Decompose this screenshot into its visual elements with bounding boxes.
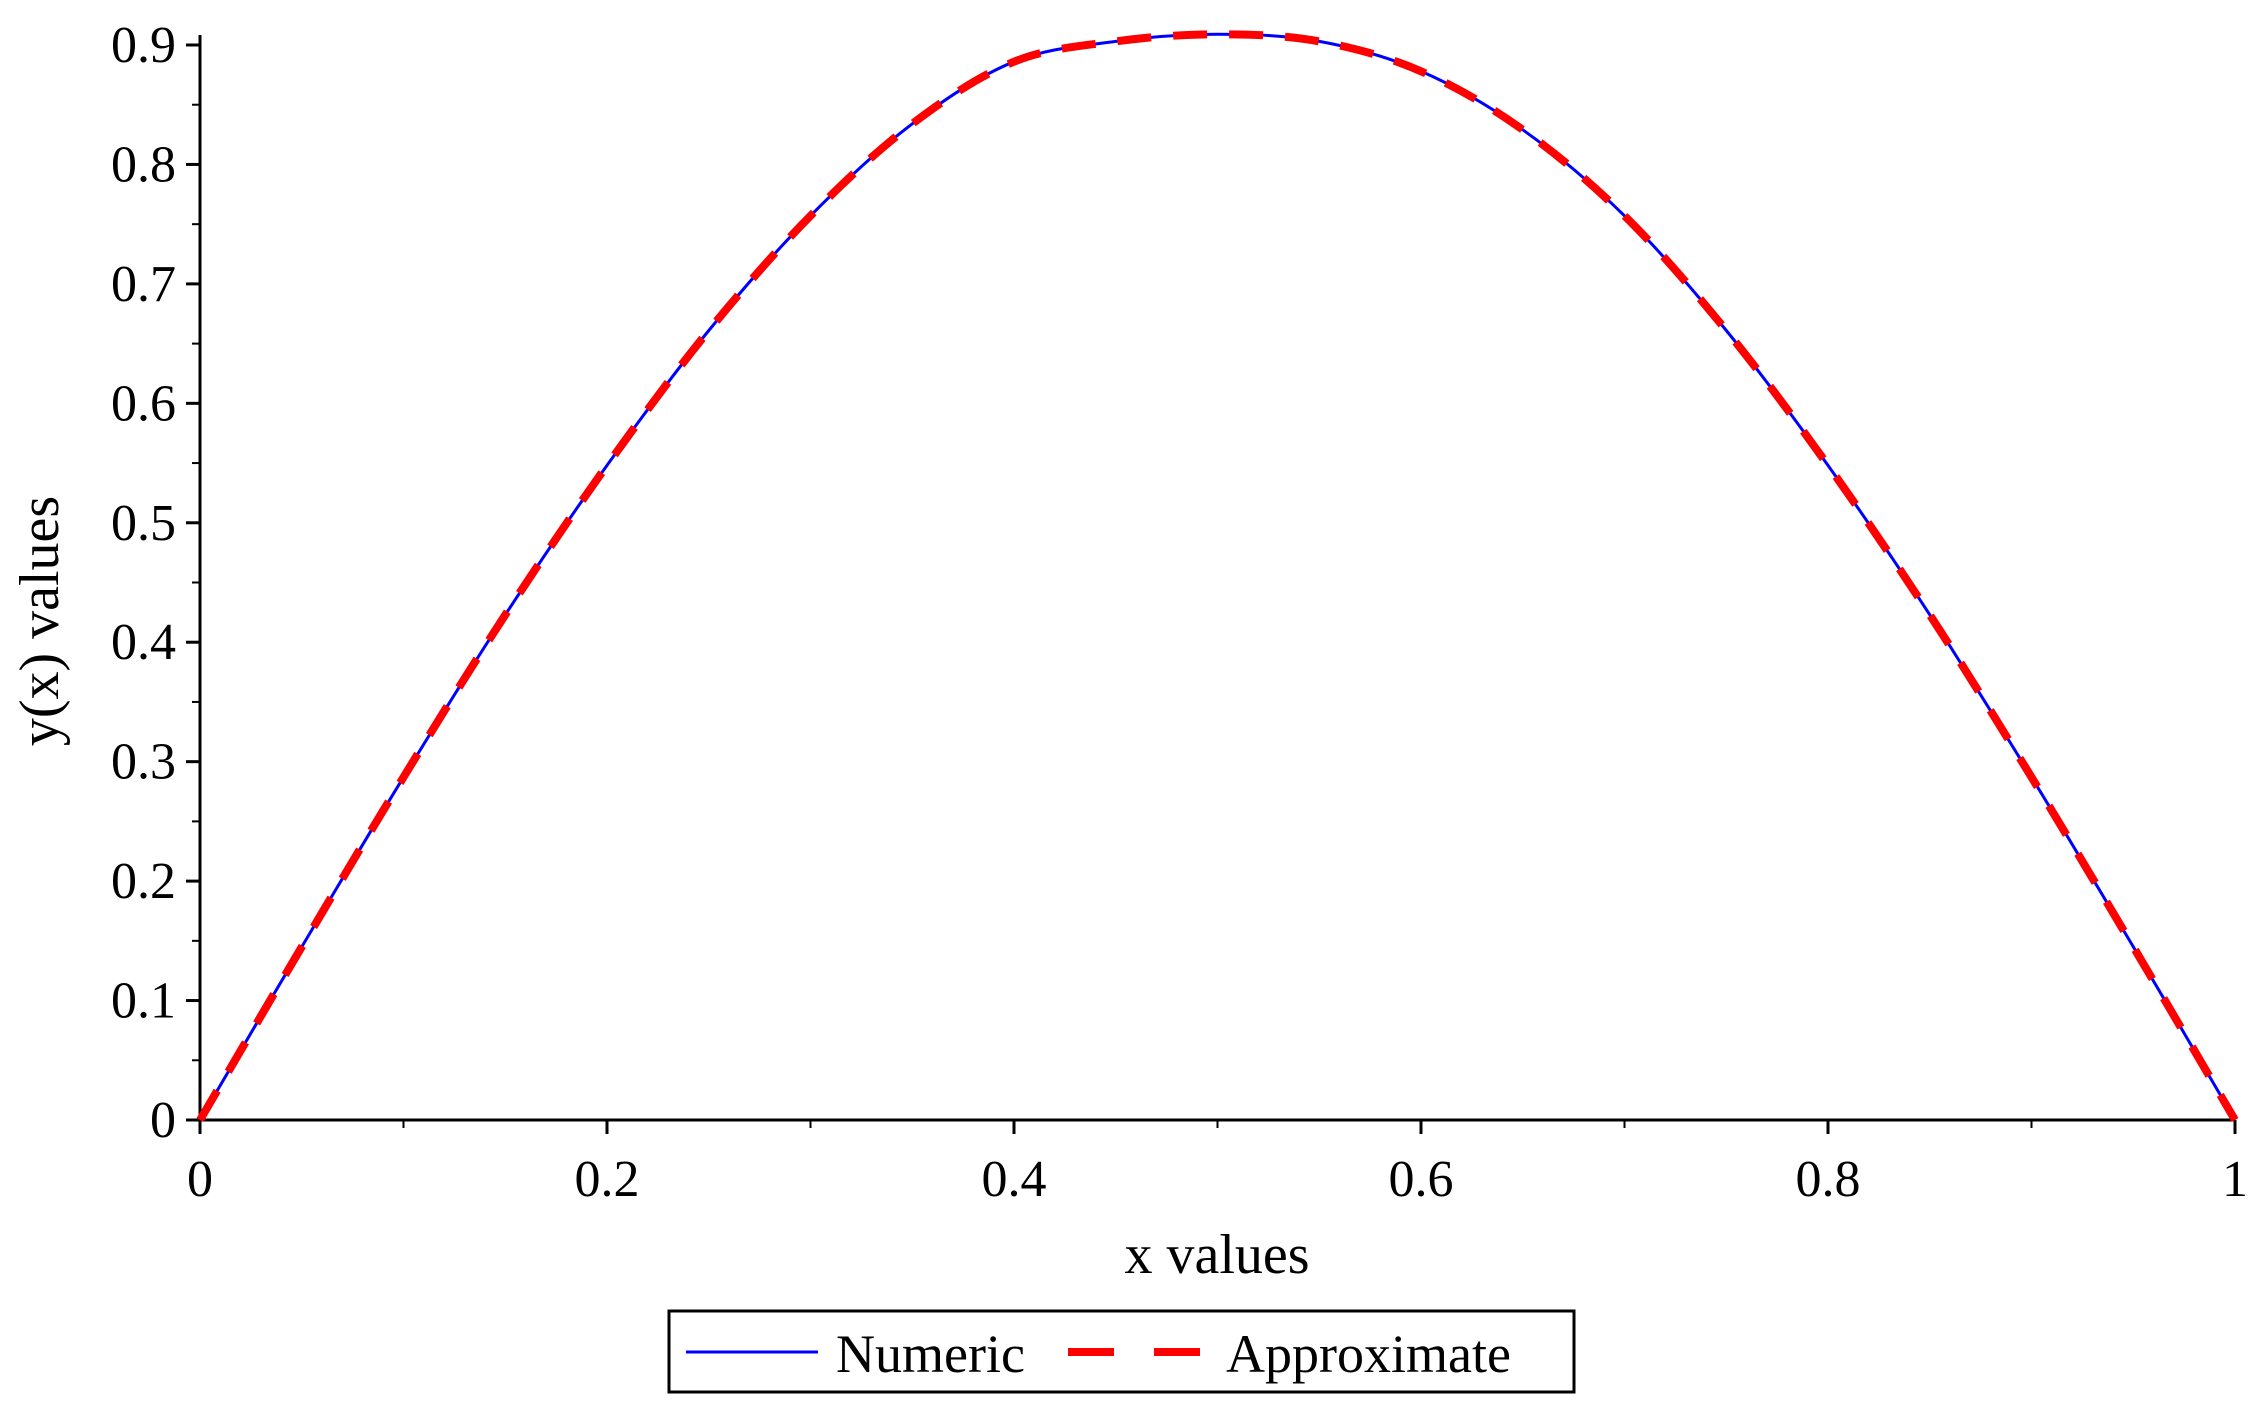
y-tick-label: 0.4: [111, 614, 176, 671]
x-tick-label: 1: [2222, 1151, 2248, 1208]
x-axis-title: x values: [1124, 1224, 1309, 1286]
y-tick-label: 0.1: [111, 973, 176, 1030]
y-tick-label: 0.9: [111, 17, 176, 74]
y-tick-label: 0.8: [111, 136, 176, 193]
y-tick-label: 0.6: [111, 375, 176, 432]
series-group: [196, 30, 2239, 1123]
series-line-approximate: [196, 30, 2239, 1123]
y-tick-label: 0.5: [111, 495, 176, 552]
y-tick-label: 0.7: [111, 256, 176, 313]
y-tick-label: 0.2: [111, 853, 176, 910]
y-tick-label: 0: [150, 1092, 176, 1149]
x-tick-label: 0.8: [1796, 1151, 1861, 1208]
x-tick-label: 0: [187, 1151, 213, 1208]
x-tick-label: 0.4: [982, 1151, 1047, 1208]
legend-label-numeric: Numeric: [836, 1324, 1025, 1384]
y-axis-title: y(x) values: [9, 496, 71, 746]
axes: 0 0.1 0.2 0.3 0.4 0.5 0.6 0.7 0.8 0.9 0 0.2 0.4 0.6 0.…: [111, 17, 2248, 1208]
x-tick-label: 0.6: [1389, 1151, 1454, 1208]
x-tick-label: 0.2: [575, 1151, 640, 1208]
series-line-numeric: [198, 32, 2237, 1121]
legend-box: [667, 1309, 1576, 1394]
legend-label-approximate: Approximate: [1226, 1324, 1511, 1384]
y-tick-label: 0.3: [111, 734, 176, 791]
legend: Numeric Approximate: [667, 1309, 1576, 1394]
